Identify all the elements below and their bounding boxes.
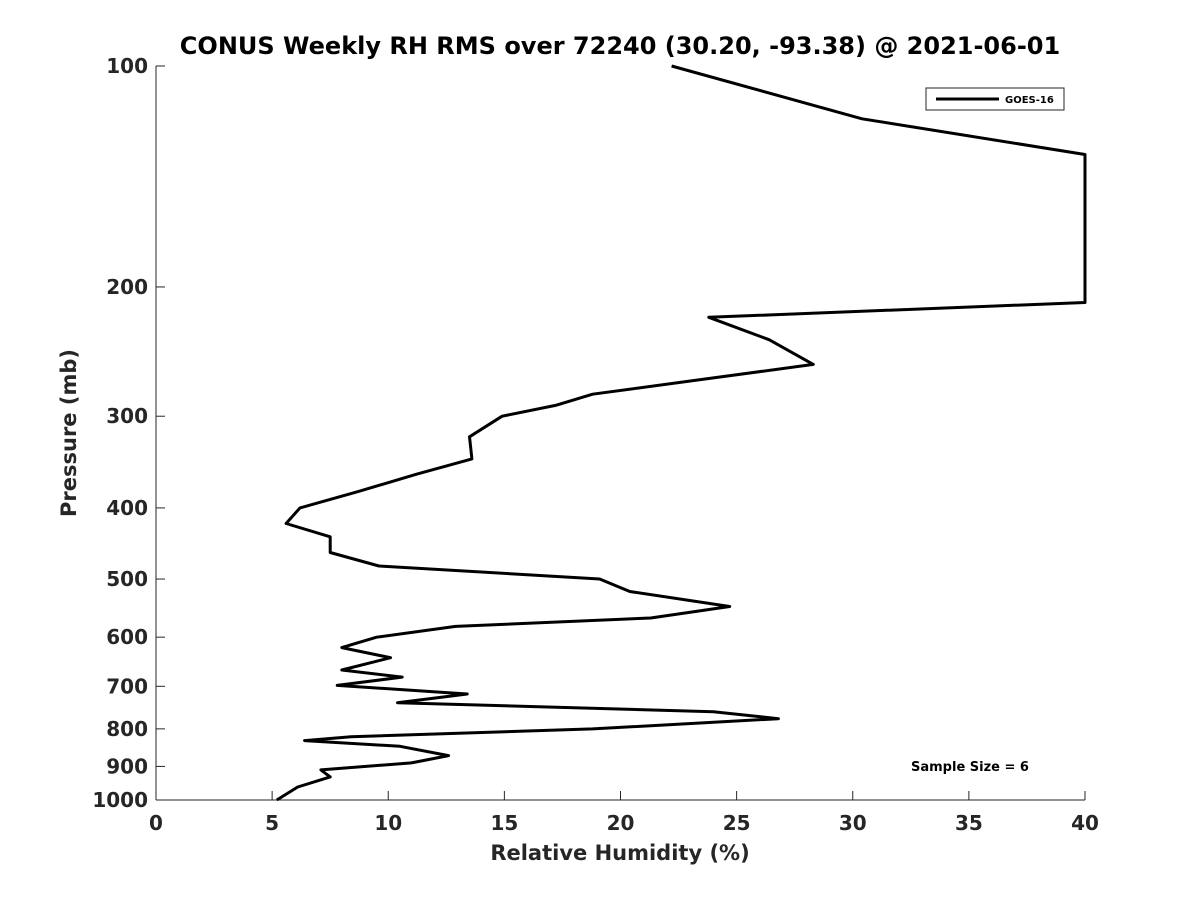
x-tick-label: 25 (723, 811, 751, 835)
sample-size-annotation: Sample Size = 6 (911, 760, 1029, 775)
y-tick-label: 600 (106, 625, 148, 649)
x-tick-label: 0 (149, 811, 163, 835)
x-tick-label: 40 (1071, 811, 1099, 835)
legend-label-goes-16: GOES-16 (1005, 95, 1054, 106)
y-tick-label: 1000 (92, 788, 148, 812)
x-tick-label: 20 (607, 811, 635, 835)
y-tick-label: 300 (106, 404, 148, 428)
x-tick-label: 15 (490, 811, 518, 835)
x-tick-label: 30 (839, 811, 867, 835)
y-tick-label: 900 (106, 754, 148, 778)
axis-ticks: 0 5 10 15 20 25 30 35 40 100 200 300 400 500 600 700 800… (92, 54, 1099, 835)
y-tick-label: 100 (106, 54, 148, 78)
y-tick-label: 200 (106, 275, 148, 299)
legend: GOES-16 (925, 87, 1065, 111)
y-tick-label: 800 (106, 717, 148, 741)
y-tick-label: 500 (106, 567, 148, 591)
x-tick-label: 10 (374, 811, 402, 835)
series-line-goes-16 (276, 64, 1087, 802)
x-tick-label: 5 (265, 811, 279, 835)
plot-area (156, 66, 1085, 800)
y-axis-label: Pressure (mb) (57, 349, 81, 517)
y-tick-label: 400 (106, 496, 148, 520)
x-tick-label: 35 (955, 811, 983, 835)
chart-title: CONUS Weekly RH RMS over 72240 (30.20, -… (180, 32, 1060, 60)
series-layer (276, 64, 1087, 802)
x-axis-label: Relative Humidity (%) (490, 841, 749, 865)
y-tick-label: 700 (106, 674, 148, 698)
